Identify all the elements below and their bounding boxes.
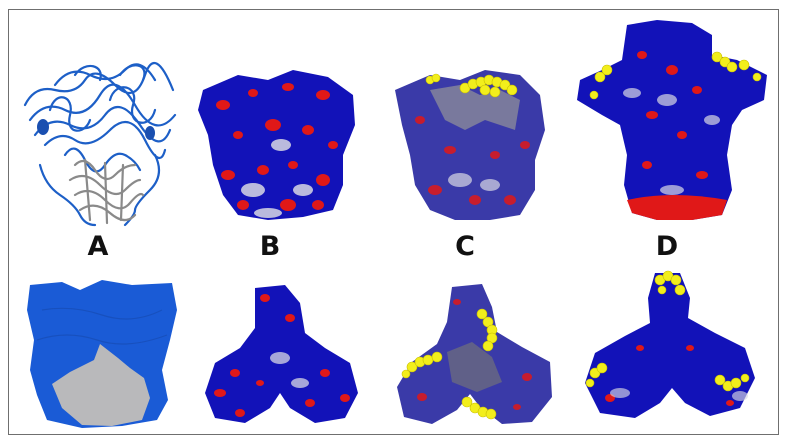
panel-label-a: A	[87, 231, 109, 262]
panel-a-top-cartoon	[23, 61, 177, 227]
panel-c-bottom-surface	[397, 284, 552, 424]
panel-b-bottom-surface	[205, 285, 358, 423]
panel-a-bottom-surface	[27, 280, 177, 428]
panel-label-c: C	[455, 231, 475, 262]
panel-c-top-surface	[395, 70, 545, 220]
panel-b-top-surface	[198, 70, 355, 220]
panel-d-bottom-surface	[585, 270, 755, 418]
panel-label-b: B	[259, 231, 281, 262]
panel-label-d: D	[655, 231, 679, 262]
panel-d-top-surface	[577, 20, 767, 220]
